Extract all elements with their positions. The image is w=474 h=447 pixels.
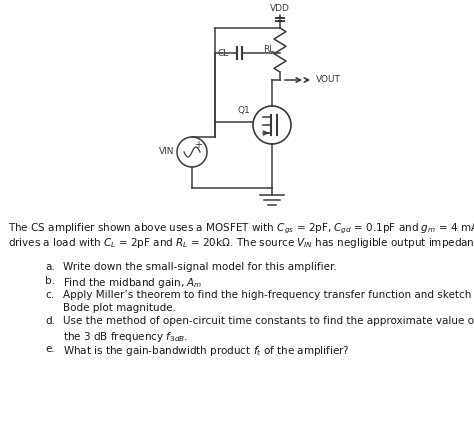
Text: Use the method of open-circuit time constants to find the approximate value of: Use the method of open-circuit time cons… (63, 316, 474, 326)
Text: e.: e. (45, 343, 55, 354)
Text: the 3 dB frequency $f_{3dB}$.: the 3 dB frequency $f_{3dB}$. (63, 330, 188, 344)
Text: VIN: VIN (158, 148, 174, 156)
Text: drives a load with $C_L$ = 2pF and $R_L$ = 20kΩ. The source $V_{IN}$ has negligi: drives a load with $C_L$ = 2pF and $R_L$… (8, 236, 474, 249)
Text: Bode plot magnitude.: Bode plot magnitude. (63, 303, 176, 313)
Text: c.: c. (45, 290, 54, 299)
Text: d.: d. (45, 316, 55, 326)
Text: Find the midband gain, $A_m$: Find the midband gain, $A_m$ (63, 276, 202, 290)
Text: VDD: VDD (270, 4, 290, 13)
Text: The CS amplifier shown above uses a MOSFET with $C_{gs}$ = 2pF, $C_{gd}$ = 0.1pF: The CS amplifier shown above uses a MOSF… (8, 222, 474, 236)
Text: a.: a. (45, 262, 55, 273)
Text: b.: b. (45, 276, 55, 286)
Text: RL: RL (263, 46, 274, 55)
Text: VOUT: VOUT (316, 76, 341, 84)
Text: Q1: Q1 (237, 106, 250, 115)
Text: Apply Miller’s theorem to find the high-frequency transfer function and sketch t: Apply Miller’s theorem to find the high-… (63, 290, 474, 299)
Text: CL: CL (218, 49, 229, 58)
Text: Write down the small-signal model for this amplifier.: Write down the small-signal model for th… (63, 262, 337, 273)
Text: What is the gain-bandwidth product $f_t$ of the amplifier?: What is the gain-bandwidth product $f_t$… (63, 343, 349, 358)
Text: +: + (194, 140, 202, 150)
